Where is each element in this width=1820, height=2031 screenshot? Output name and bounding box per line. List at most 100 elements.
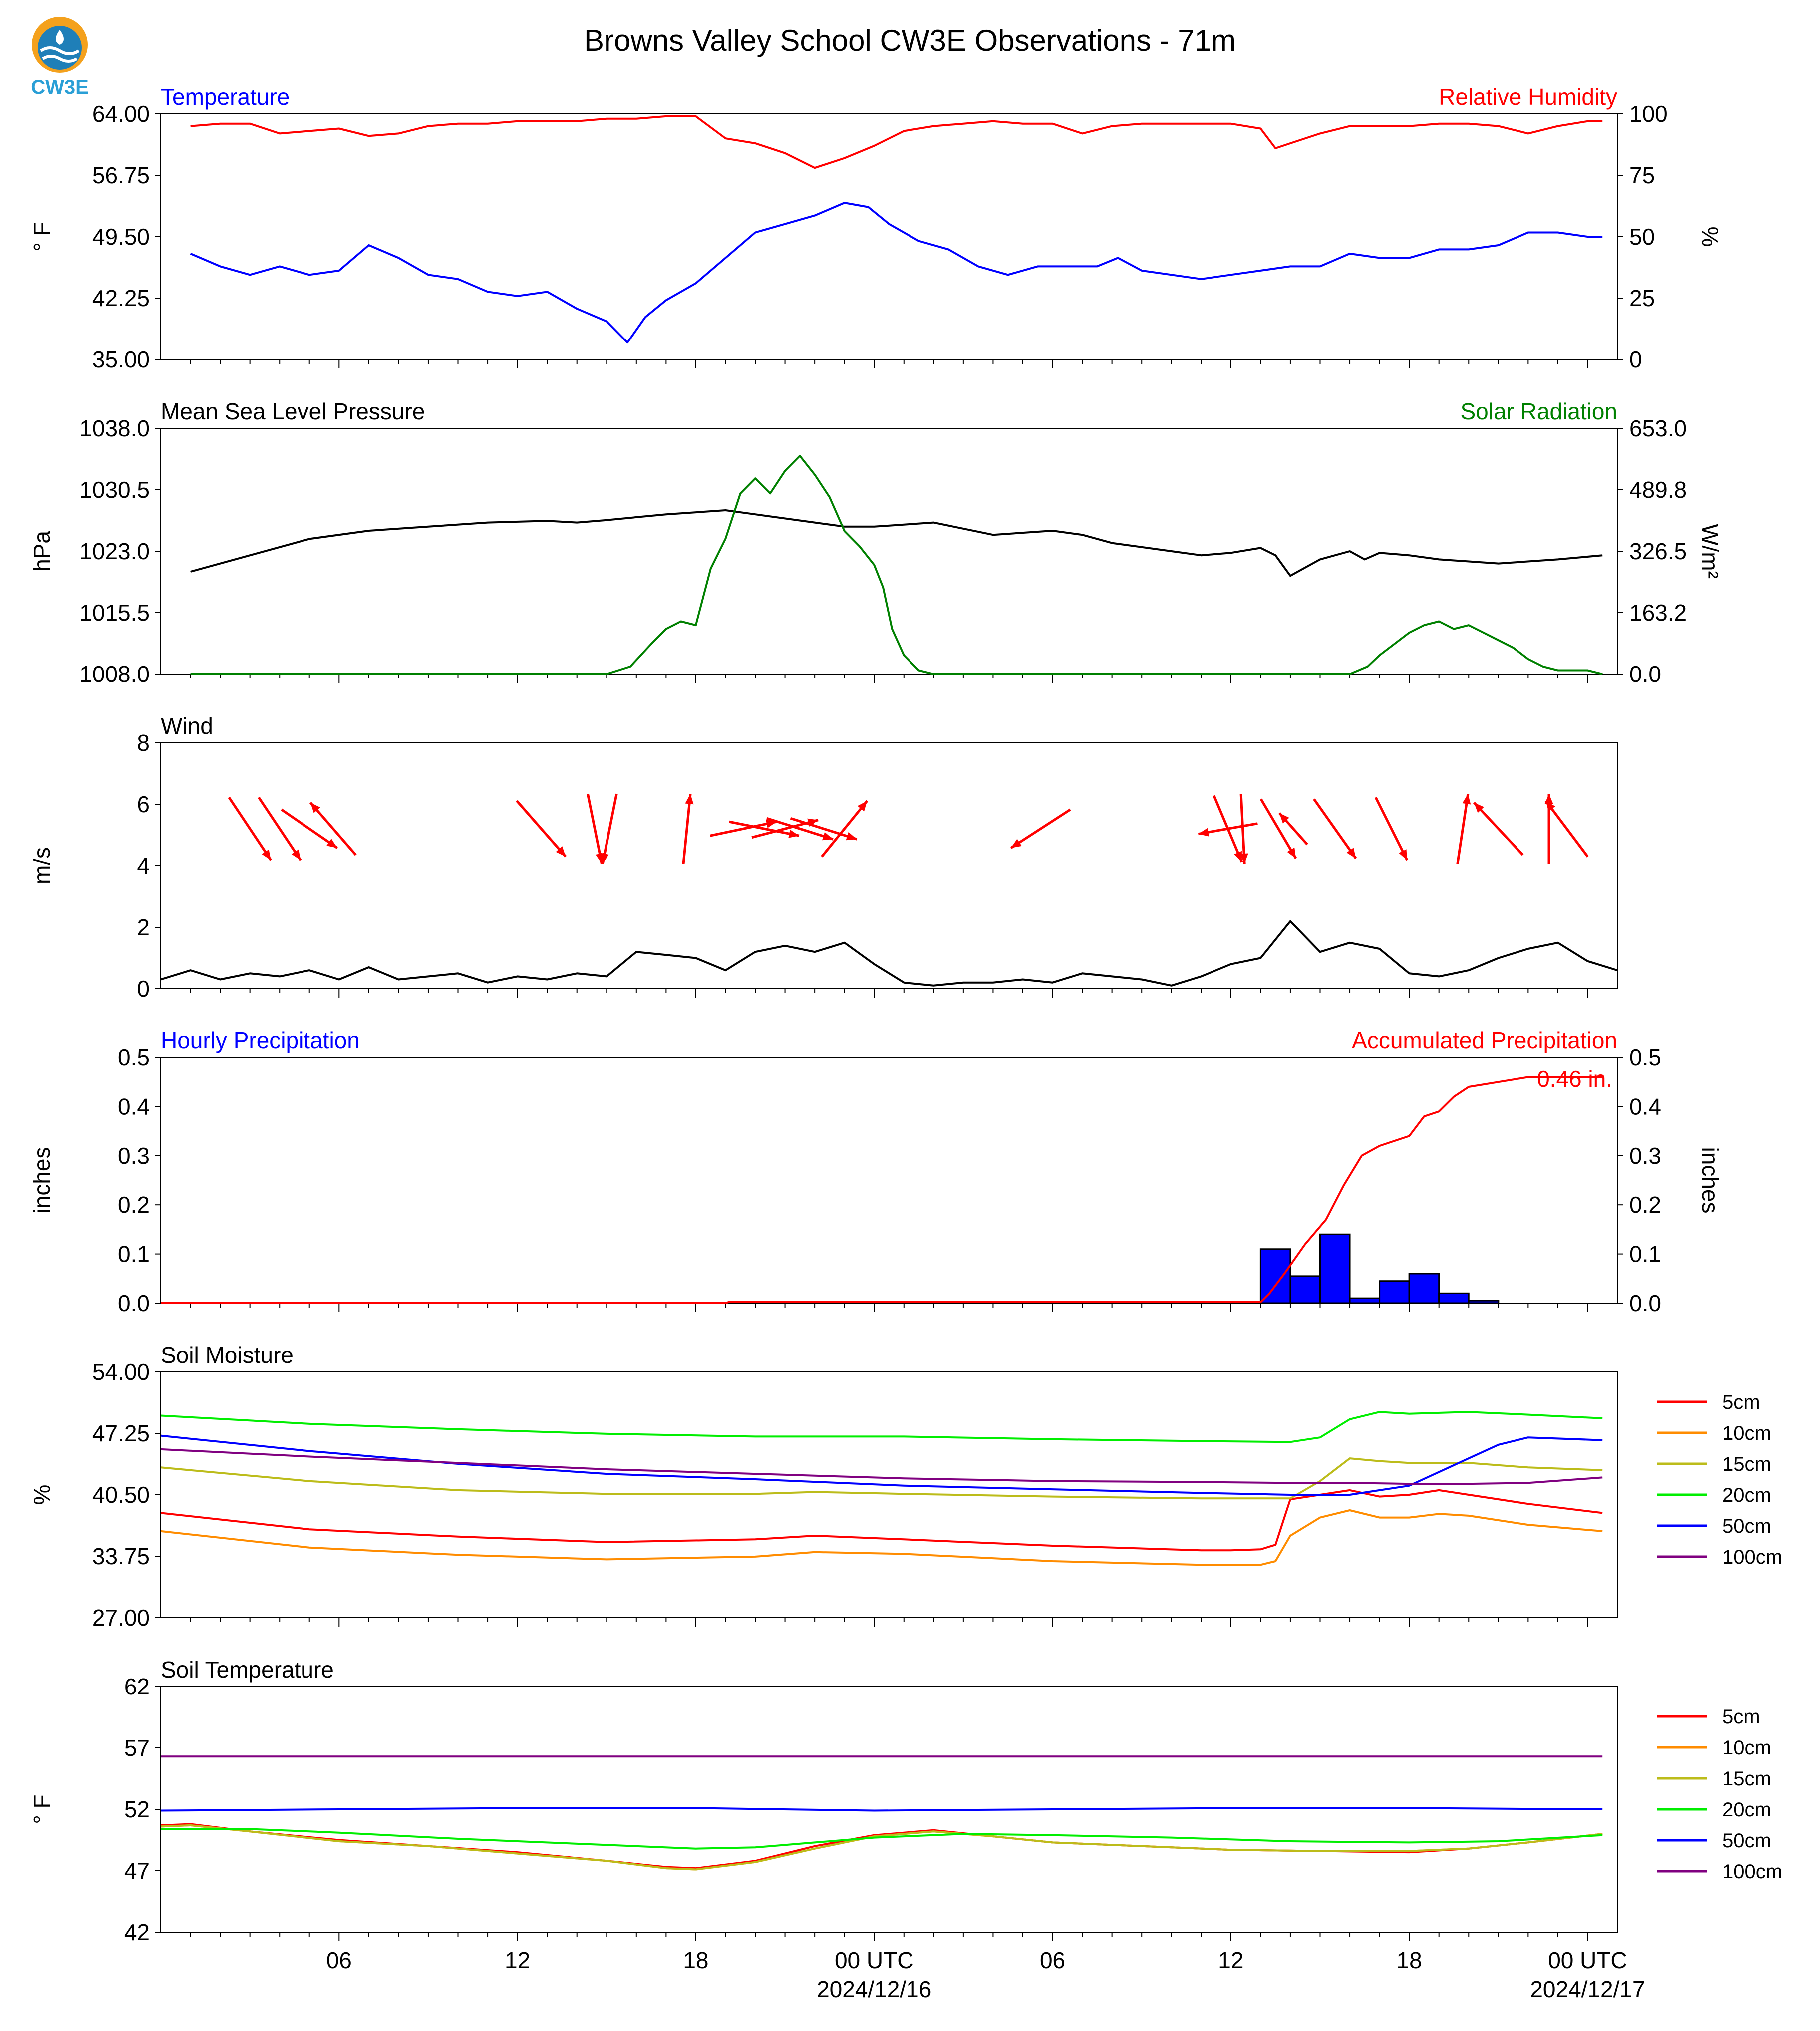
series-line-1 xyxy=(190,115,1603,169)
accumulated-total-label: 0.46 in. xyxy=(1537,1066,1612,1092)
y-tick-label: 0.3 xyxy=(118,1143,150,1169)
panel-0: Temperature Relative Humidity 35.00 42.25 49… xyxy=(29,84,1723,372)
panel-title-right: Accumulated Precipitation xyxy=(1352,1027,1617,1053)
series-line-15cm xyxy=(160,1824,1603,1871)
panel-title-left: Hourly Precipitation xyxy=(161,1027,360,1053)
legend-label-20cm: 20cm xyxy=(1722,1484,1771,1506)
y-tick-label: 42 xyxy=(124,1919,150,1945)
y-tick-label: 47.25 xyxy=(92,1420,150,1446)
wind-arrow-2 xyxy=(281,808,338,849)
logo-wave-icon xyxy=(40,46,80,55)
y-tick-label: 1023.0 xyxy=(79,538,150,564)
y2-axis-label: inches xyxy=(1697,1147,1723,1214)
y2-tick-label: 0.5 xyxy=(1629,1044,1661,1070)
y-tick-label: 27.00 xyxy=(92,1605,150,1631)
y2-tick-label: 0.4 xyxy=(1629,1093,1661,1119)
wind-arrow-25 xyxy=(1544,800,1589,858)
y2-tick-label: 0.0 xyxy=(1629,1290,1661,1316)
legend-label-50cm: 50cm xyxy=(1722,1515,1771,1537)
series-line-20cm xyxy=(160,1411,1603,1443)
x-tick-label: 12 xyxy=(505,1947,530,1973)
wind-arrowhead-21 xyxy=(1399,849,1407,861)
wind-arrowhead-3 xyxy=(310,802,320,813)
y-tick-label: 0.4 xyxy=(118,1093,150,1119)
wind-arrow-11 xyxy=(766,817,834,841)
y-tick-label: 6 xyxy=(137,791,150,817)
legend-label-50cm: 50cm xyxy=(1722,1830,1771,1852)
precip-bar-0 xyxy=(1259,1248,1291,1304)
y-tick-label: 1008.0 xyxy=(79,661,150,687)
y-tick-label: 33.75 xyxy=(92,1543,150,1569)
y2-tick-label: 326.5 xyxy=(1629,538,1687,564)
wind-arrow-16 xyxy=(1213,795,1243,863)
precip-bar-1 xyxy=(1289,1275,1321,1304)
series-line-0 xyxy=(161,1076,1603,1304)
y-tick-label: 1015.5 xyxy=(79,600,150,626)
wind-arrow-7 xyxy=(682,793,692,864)
precip-bar-2 xyxy=(1319,1233,1351,1304)
y-tick-label: 4 xyxy=(137,853,150,879)
y-tick-label: 47 xyxy=(124,1858,150,1884)
series-line-0 xyxy=(190,509,1603,577)
y-axis-label: ° F xyxy=(29,1794,55,1824)
wind-arrowhead-1 xyxy=(291,849,301,861)
legend-label-5cm: 5cm xyxy=(1722,1706,1760,1728)
panel-title-left: Temperature xyxy=(161,84,290,110)
wind-arrowhead-4 xyxy=(556,846,566,857)
series-line-0 xyxy=(160,920,1618,987)
y2-tick-label: 0.1 xyxy=(1629,1241,1661,1267)
legend-label-15cm: 15cm xyxy=(1722,1768,1771,1790)
precip-bar-5 xyxy=(1408,1273,1440,1304)
figure-title: Browns Valley School CW3E Observations -… xyxy=(584,24,1236,57)
precip-bar-7 xyxy=(1468,1300,1500,1304)
x-tick-label: 18 xyxy=(1397,1947,1422,1973)
wind-arrowhead-11 xyxy=(822,832,833,841)
wind-arrowhead-25 xyxy=(1545,801,1555,812)
wind-arrowhead-16 xyxy=(1234,851,1242,862)
y-axis-label: hPa xyxy=(29,531,55,572)
series-line-0 xyxy=(190,202,1603,344)
legend-label-10cm: 10cm xyxy=(1722,1422,1771,1444)
wind-arrowhead-14 xyxy=(1011,839,1022,848)
wind-arrow-14 xyxy=(1010,808,1071,849)
y-tick-label: 64.00 xyxy=(92,101,150,127)
x-tick-label: 00 UTC xyxy=(1548,1947,1627,1973)
series-line-5cm xyxy=(160,1489,1603,1552)
wind-arrowhead-17 xyxy=(1239,853,1248,864)
y-axis-label: % xyxy=(29,1485,55,1505)
wind-arrow-4 xyxy=(516,800,567,858)
wind-arrowhead-7 xyxy=(685,794,694,805)
y2-tick-label: 0.0 xyxy=(1629,661,1661,687)
wind-arrow-1 xyxy=(258,796,302,861)
wind-arrowhead-19 xyxy=(1279,813,1289,824)
wind-arrowhead-15 xyxy=(1198,828,1209,837)
wind-arrowhead-12 xyxy=(846,832,857,841)
series-line-1 xyxy=(190,455,1603,675)
panel-2: Wind 0 2 4 6 8 m/s xyxy=(29,713,1618,1002)
logo-globe-icon xyxy=(38,26,82,70)
y-axis-label: inches xyxy=(29,1147,55,1214)
precip-bar-4 xyxy=(1379,1280,1410,1304)
wind-arrow-13 xyxy=(821,800,869,858)
wind-arrowhead-6 xyxy=(600,853,609,864)
y-tick-label: 35.00 xyxy=(92,346,150,372)
wind-arrowhead-0 xyxy=(262,849,271,861)
wind-arrow-0 xyxy=(228,796,272,861)
wind-arrow-3 xyxy=(309,802,357,856)
y-tick-label: 40.50 xyxy=(92,1482,150,1508)
series-line-50cm xyxy=(160,1434,1603,1496)
x-tick-date: 2024/12/17 xyxy=(1530,1976,1645,2002)
logo-drop-icon xyxy=(56,30,64,45)
y-axis-label: m/s xyxy=(29,847,55,884)
wind-arrowhead-20 xyxy=(1346,848,1356,859)
x-tick-date: 2024/12/16 xyxy=(817,1976,931,2002)
y-tick-label: 0.2 xyxy=(118,1192,150,1218)
panel-title-right: Relative Humidity xyxy=(1439,84,1617,110)
series-line-100cm xyxy=(160,1448,1603,1485)
y-axis-label: ° F xyxy=(29,222,55,251)
y-tick-label: 0 xyxy=(137,976,150,1002)
panel-5: Soil Temperature 42 47 52 57 62 ° F 5cm 10cm 15cm… xyxy=(29,1657,1782,1945)
y2-tick-label: 0 xyxy=(1629,346,1642,372)
y2-tick-label: 163.2 xyxy=(1629,600,1687,626)
